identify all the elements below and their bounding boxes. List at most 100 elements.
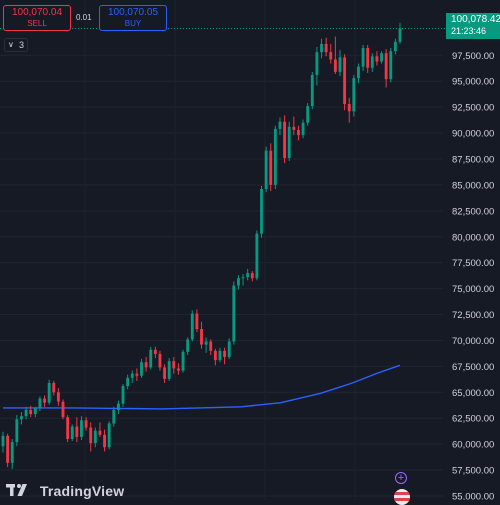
candle-body [10,442,14,463]
buy-label: BUY [124,19,142,28]
candle-body [61,401,65,418]
candle [320,38,323,59]
candle-body [75,426,79,437]
price-axis[interactable]: 97,500.00 95,000.00 92,500.00 90,000.00 87,5… [452,51,494,500]
candle [218,347,222,363]
candle-body [43,398,46,403]
candle [158,350,162,371]
candle-body [223,350,227,358]
candle [301,119,305,139]
candle [93,427,97,448]
candle-body [6,435,10,463]
candle [204,337,208,353]
candle-body [232,285,236,342]
candle-body [357,66,360,79]
candle [1,431,5,453]
candle-body [29,409,33,415]
candle [24,406,28,420]
spread-value: 0.01 [76,13,92,22]
candle-body [103,434,106,448]
candle [287,121,291,162]
candle [200,321,203,349]
candle-body [273,128,277,185]
candle-body [292,126,296,130]
last-price-label: 100,078.42 21:23:46 [446,13,500,39]
candle [352,74,356,117]
buy-price: 100,070.05 [107,7,159,18]
candle [241,274,245,286]
candle [375,51,379,66]
candle [273,125,277,190]
candle-body [241,277,245,279]
chevron-down-icon: ∨ [8,40,14,49]
candle [310,71,314,110]
y-tick-label: 90,000.00 [452,129,494,140]
sell-label: SELL [27,19,47,28]
candle [153,346,157,359]
candle [52,380,56,396]
candle [20,412,23,425]
candle [366,44,370,73]
candle-body [195,313,199,330]
candle-body [310,74,314,107]
candle-body [260,189,263,234]
buy-button[interactable]: 100,070.05 BUY [99,5,167,31]
y-tick-label: 87,500.00 [452,154,494,165]
candle-body [116,403,120,410]
candle-body [107,423,111,448]
tradingview-logo[interactable]: TradingView [6,482,124,500]
candle-body [181,351,185,371]
candle-body [250,273,254,279]
candle-body [297,129,300,136]
candle-body [380,53,383,62]
candle-body [361,48,365,67]
candle [144,357,148,372]
candle [236,275,240,290]
tradingview-logo-icon [6,482,30,502]
candle-body [112,409,116,424]
candle-body [209,341,213,351]
candle-body [343,57,347,105]
candle [384,49,388,88]
candle [361,44,365,71]
candle [297,125,300,141]
candle-body [1,435,5,447]
candle-body [70,426,74,439]
candle [70,424,74,442]
y-tick-label: 80,000.00 [452,232,494,243]
candle-body [301,122,305,136]
candle-body [389,51,393,80]
y-tick-label: 57,500.00 [452,466,494,477]
candle-body [52,382,56,393]
candle-body [324,43,328,53]
candle-body [186,339,190,352]
candle-body [204,341,208,345]
candle [393,38,397,55]
candle [89,422,93,452]
candle [181,349,185,373]
candle-body [255,233,259,279]
candle [186,337,190,355]
candle [130,370,134,383]
indicators-toggle-button[interactable]: ∨ 3 [4,38,28,52]
candle-body [158,353,162,368]
candle [190,310,194,342]
y-tick-label: 67,500.00 [452,362,494,373]
candle [6,433,10,467]
candle [269,143,273,192]
candle [389,48,393,83]
candle [43,395,46,407]
plus-icon[interactable]: + [395,472,407,484]
candle [163,364,167,383]
candle-body [306,106,310,123]
candle-body [352,78,356,112]
y-tick-label: 97,500.00 [452,51,494,62]
candle-body [121,386,125,404]
candle [84,417,88,431]
sell-price: 100,070.04 [11,7,63,18]
candle [75,417,79,443]
candle-body [218,350,222,361]
sell-button[interactable]: 100,070.04 SELL [3,5,71,31]
flag-icon[interactable] [394,489,410,505]
